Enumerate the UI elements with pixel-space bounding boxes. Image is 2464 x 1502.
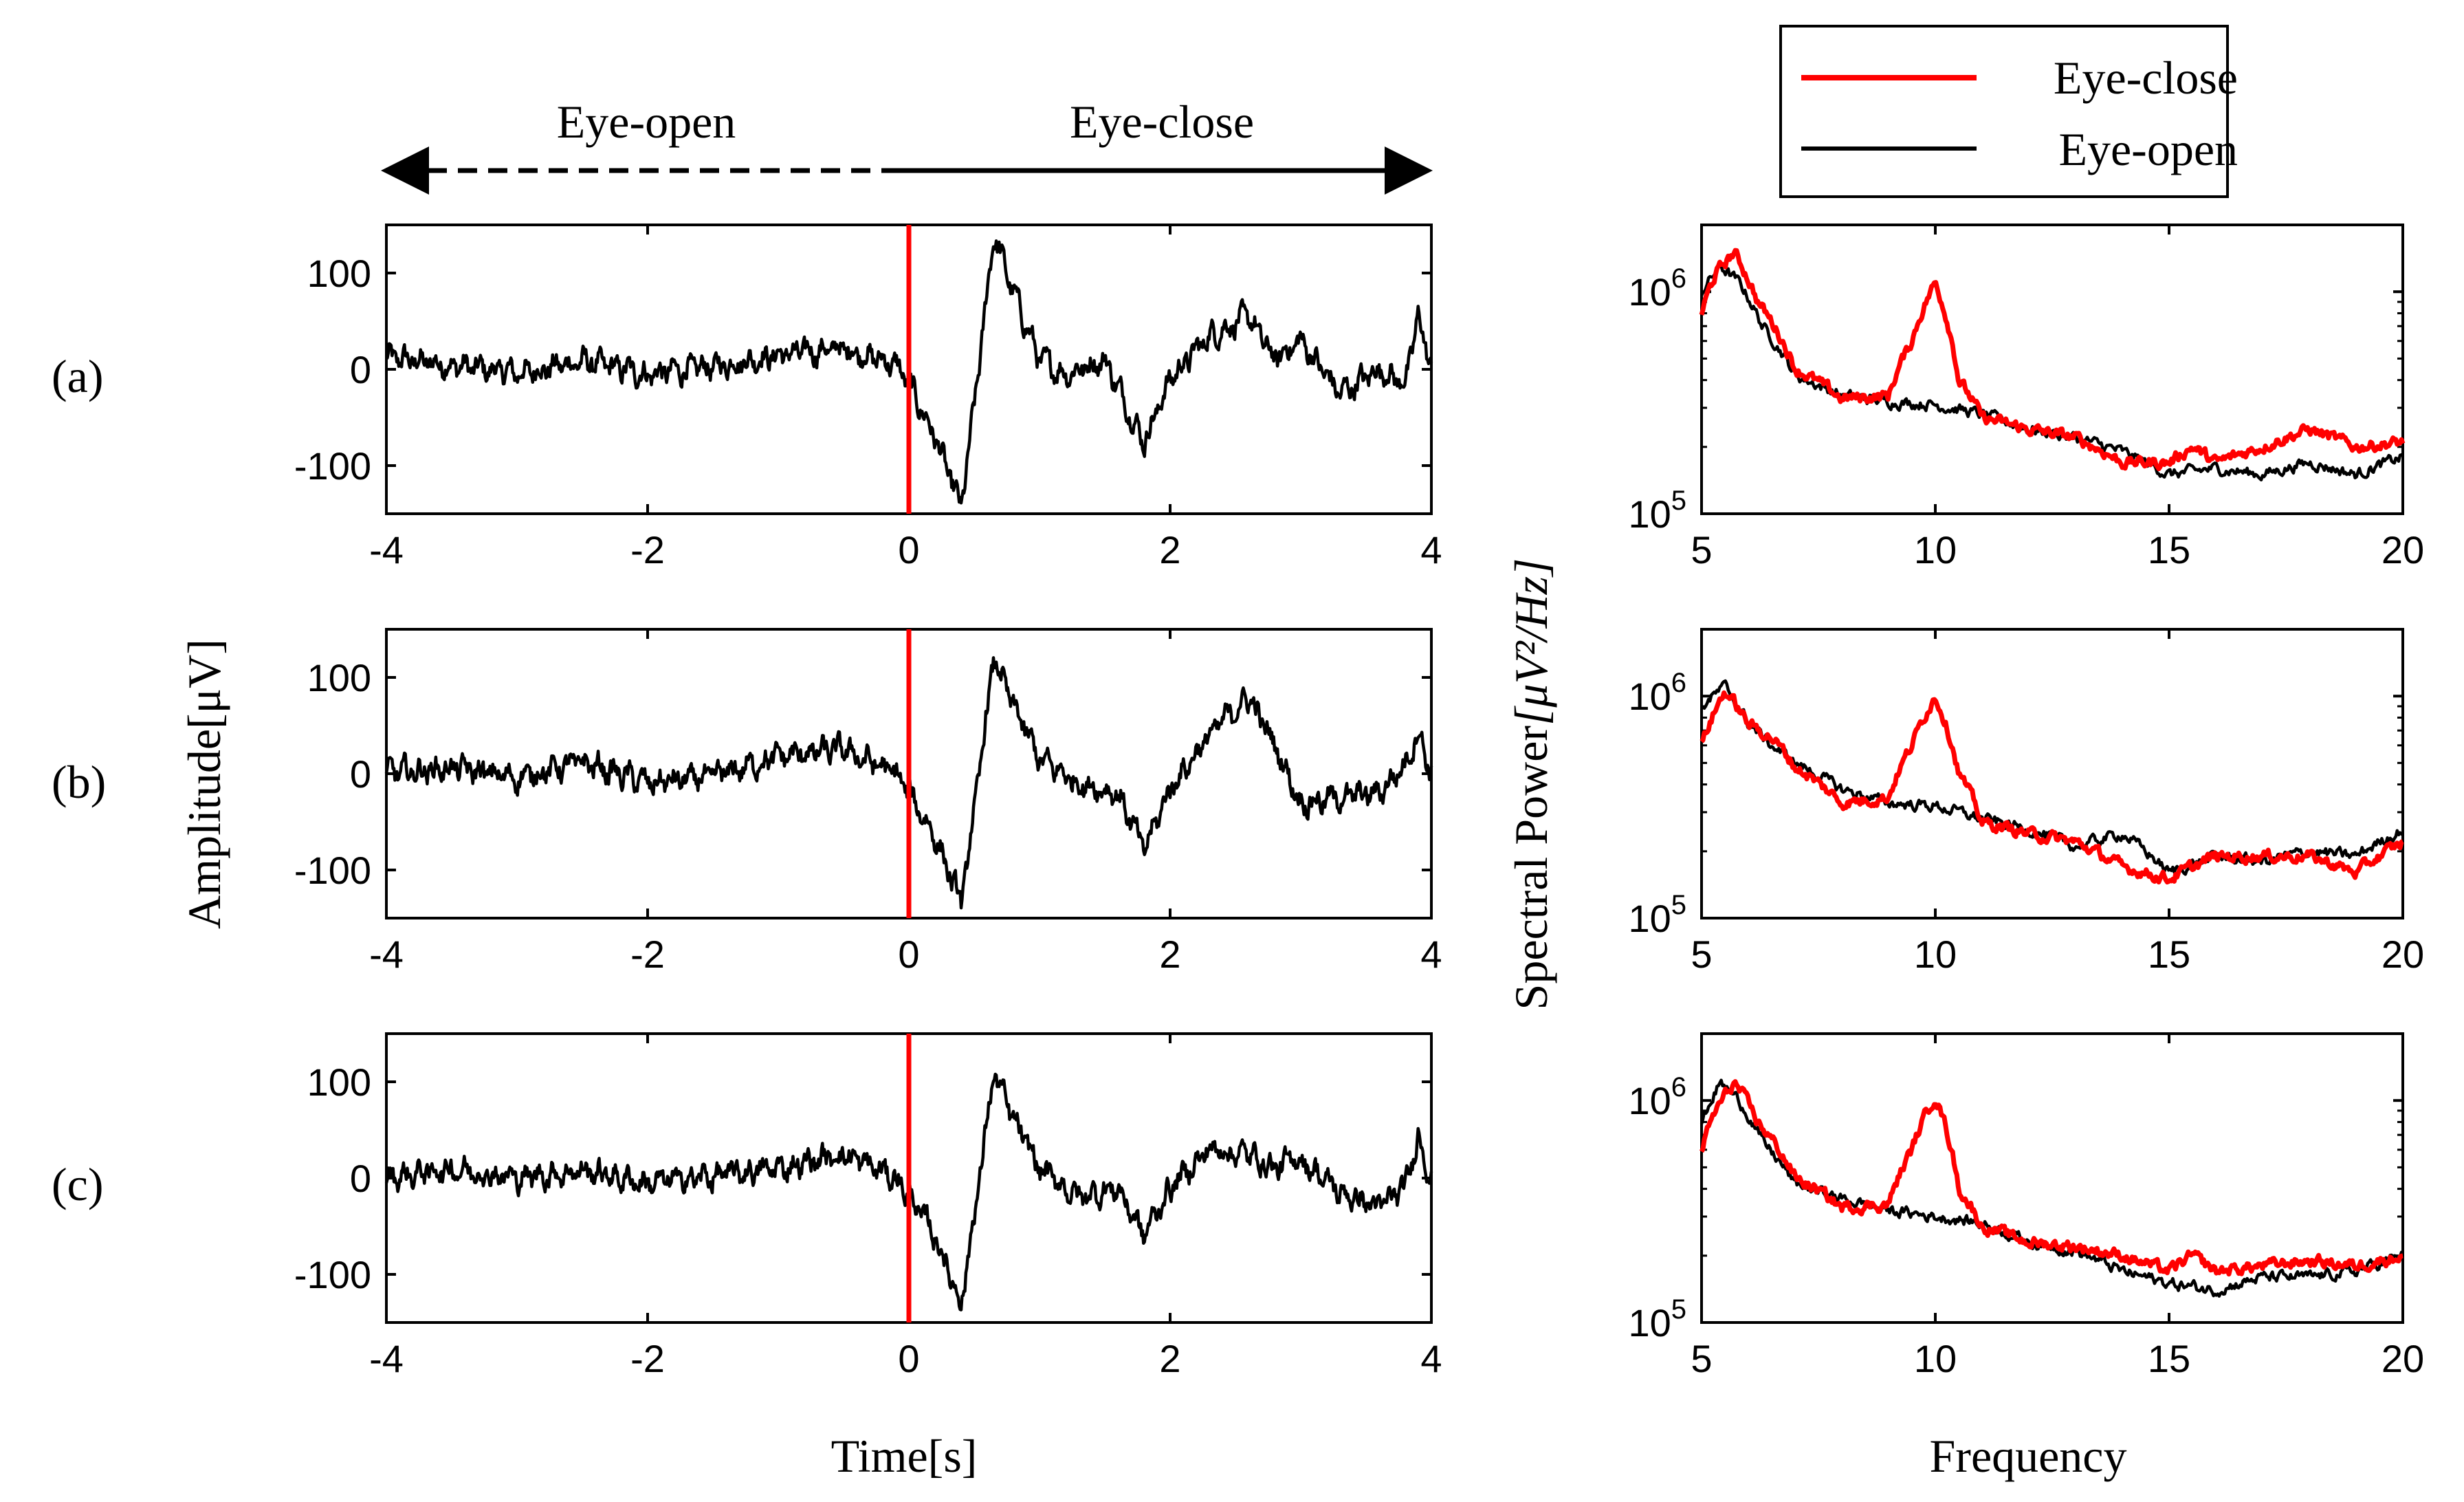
- spectrum-plot-a-xtick-label: 20: [2382, 528, 2424, 572]
- spectrum-plot-c-ytick-label: 105: [1628, 1294, 1686, 1345]
- time-plot-a: -4 -2 0 2 4 -100 0 100: [294, 224, 1442, 572]
- time-plot-c-xtick-label: 2: [1159, 1337, 1180, 1380]
- time-plot-c: -4 -2 0 2 4 -100 0 100: [294, 1032, 1442, 1380]
- time-plot-c-ytick-label: -100: [294, 1253, 371, 1296]
- time-plot-a-xtick-label: -4: [369, 528, 404, 572]
- frequency-axis-title: Frequency: [1929, 1430, 2126, 1482]
- legend-eye-close-label: Eye-close: [2054, 52, 2238, 104]
- time-plot-b-xtick-label: 4: [1420, 933, 1442, 976]
- time-plot-a-ytick-label: -100: [294, 444, 371, 488]
- time-plot-b-ytick-label: 100: [307, 656, 371, 699]
- spectrum-plot-a-ytick-label: 105: [1628, 486, 1686, 536]
- time-plot-a-xtick-label: 4: [1420, 528, 1442, 572]
- spectrum-plot-b-frame: [1700, 628, 2404, 919]
- spectrum-plot-c: 5 10 15 20 105 106: [1628, 1032, 2424, 1380]
- spectrum-plot-a-eye-close-line: [1699, 248, 2406, 472]
- spectrum-plot-a-xtick-label: 5: [1691, 528, 1712, 572]
- time-plot-b-ytick-label: 0: [350, 752, 371, 796]
- time-plot-c-xtick-label: -4: [369, 1337, 404, 1380]
- time-plot-b-ytick-label: -100: [294, 849, 371, 892]
- legend: Eye-close Eye-open: [1779, 25, 2238, 198]
- time-plot-c-ytick-label: 100: [307, 1060, 371, 1104]
- spectrum-plot-c-xtick-label: 15: [2148, 1337, 2190, 1380]
- spectrum-plot-b-xtick-label: 10: [1914, 933, 1957, 976]
- panel-label-a: (a): [52, 350, 103, 402]
- time-plot-b-xtick-label: 2: [1159, 933, 1180, 976]
- time-plot-b-xtick-label: -2: [630, 933, 665, 976]
- spectrum-plot-a-frame: [1700, 224, 2404, 515]
- spectrum-plot-a: 5 10 15 20 105 106: [1628, 224, 2424, 572]
- time-plot-b: -4 -2 0 2 4 -100 0 100: [294, 628, 1442, 976]
- legend-eye-open-label: Eye-open: [2058, 123, 2238, 175]
- legend-box: [1779, 25, 2229, 198]
- spectrum-plot-b-xtick-label: 20: [2382, 933, 2424, 976]
- time-plot-c-xtick-label: -2: [630, 1337, 665, 1380]
- spectrum-plot-b-xtick-label: 5: [1691, 933, 1712, 976]
- time-plot-a-ytick-label: 100: [307, 252, 371, 295]
- spectrum-plot-b-ytick-label: 106: [1628, 668, 1686, 718]
- spectrum-plot-b: 5 10 15 20 105 106: [1628, 628, 2424, 976]
- spectral-axis-title-prefix: Spectral Power: [1505, 726, 1557, 1010]
- time-plot-c-xtick-label: 4: [1420, 1337, 1442, 1380]
- eye-open-arrow-label: Eye-open: [557, 96, 736, 148]
- spectrum-plot-c-ytick-label: 106: [1628, 1072, 1686, 1122]
- spectral-axis-title: Spectral Power[μV²/Hz]: [1505, 558, 1557, 1010]
- amplitude-axis-title: Amplitude[μV]: [178, 639, 230, 929]
- spectrum-plot-a-eye-open-line: [1700, 262, 2404, 482]
- spectrum-plot-c-xtick-label: 5: [1691, 1337, 1712, 1380]
- spectrum-plot-c-frame: [1700, 1032, 2404, 1324]
- time-plot-c-ytick-label: 0: [350, 1157, 371, 1200]
- time-plot-a-xtick-label: 0: [898, 528, 919, 572]
- time-plot-a-xtick-label: -2: [630, 528, 665, 572]
- spectrum-plot-b-ytick-label: 105: [1628, 890, 1686, 940]
- time-axis-title: Time[s]: [831, 1430, 978, 1482]
- time-plot-b-xtick-label: 0: [898, 933, 919, 976]
- spectrum-plot-c-eye-close-line: [1699, 1079, 2404, 1277]
- eye-close-arrow-label: Eye-close: [1070, 96, 1254, 148]
- time-plot-c-xtick-label: 0: [898, 1337, 919, 1380]
- panel-label-c: (c): [52, 1158, 103, 1210]
- spectral-axis-title-unit: [μV²/Hz]: [1505, 558, 1557, 726]
- spectrum-plot-c-xtick-label: 10: [1914, 1337, 1957, 1380]
- spectrum-plot-b-xtick-label: 15: [2148, 933, 2190, 976]
- svg-text:Spectral Power[μV²/Hz]: Spectral Power[μV²/Hz]: [1505, 558, 1557, 1010]
- spectrum-plot-a-xtick-label: 15: [2148, 528, 2190, 572]
- spectrum-plot-a-xtick-label: 10: [1914, 528, 1957, 572]
- time-plot-b-xtick-label: -4: [369, 933, 404, 976]
- panel-label-b: (b): [52, 756, 106, 808]
- time-plot-a-xtick-label: 2: [1159, 528, 1180, 572]
- spectrum-plot-a-ytick-label: 106: [1628, 263, 1686, 314]
- time-plot-a-ytick-label: 0: [350, 348, 371, 391]
- spectrum-plot-b-eye-close-line: [1700, 690, 2404, 884]
- spectrum-plot-c-xtick-label: 20: [2382, 1337, 2424, 1380]
